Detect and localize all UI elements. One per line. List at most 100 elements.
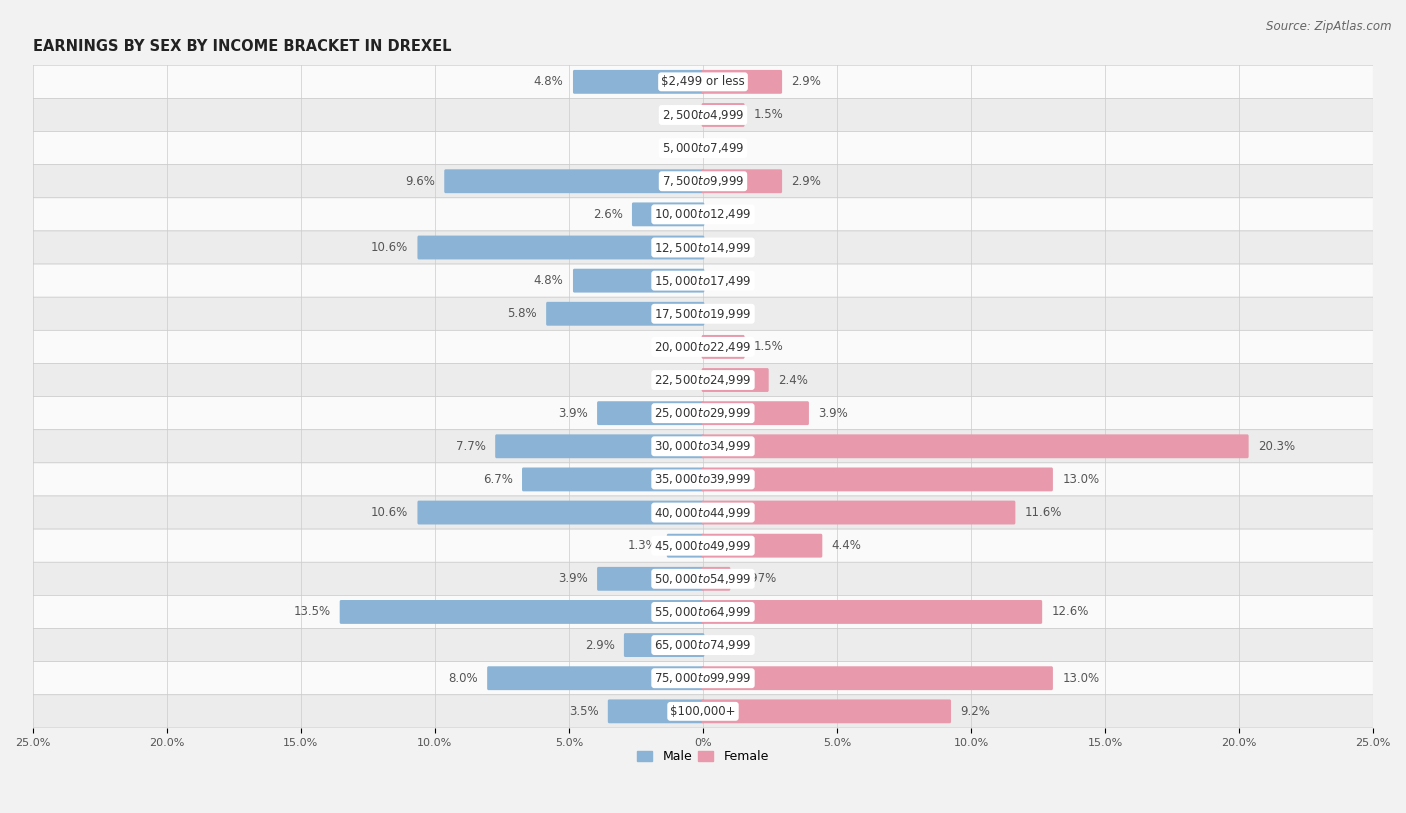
FancyBboxPatch shape [522, 467, 704, 491]
Text: 7.7%: 7.7% [456, 440, 486, 453]
Text: 6.7%: 6.7% [482, 473, 513, 486]
Text: 0.0%: 0.0% [714, 141, 744, 154]
Text: 0.0%: 0.0% [714, 307, 744, 320]
FancyBboxPatch shape [702, 70, 782, 93]
Text: $7,500 to $9,999: $7,500 to $9,999 [662, 174, 744, 189]
FancyBboxPatch shape [32, 132, 1374, 165]
FancyBboxPatch shape [340, 600, 704, 624]
FancyBboxPatch shape [702, 169, 782, 193]
Text: $22,500 to $24,999: $22,500 to $24,999 [654, 373, 752, 387]
Text: 10.6%: 10.6% [371, 506, 408, 519]
Text: 12.6%: 12.6% [1052, 606, 1088, 619]
Text: 9.6%: 9.6% [405, 175, 434, 188]
Text: 0.0%: 0.0% [714, 638, 744, 651]
FancyBboxPatch shape [574, 269, 704, 293]
Text: 3.5%: 3.5% [569, 705, 599, 718]
Text: $17,500 to $19,999: $17,500 to $19,999 [654, 307, 752, 321]
Text: 0.0%: 0.0% [662, 141, 692, 154]
FancyBboxPatch shape [32, 496, 1374, 529]
FancyBboxPatch shape [702, 699, 950, 724]
Text: $35,000 to $39,999: $35,000 to $39,999 [654, 472, 752, 486]
FancyBboxPatch shape [32, 363, 1374, 397]
FancyBboxPatch shape [32, 430, 1374, 463]
Text: 11.6%: 11.6% [1025, 506, 1062, 519]
Text: $25,000 to $29,999: $25,000 to $29,999 [654, 406, 752, 420]
FancyBboxPatch shape [32, 463, 1374, 496]
FancyBboxPatch shape [32, 662, 1374, 695]
Text: 9.2%: 9.2% [960, 705, 990, 718]
Text: 0.0%: 0.0% [714, 241, 744, 254]
FancyBboxPatch shape [702, 368, 769, 392]
Text: 4.8%: 4.8% [534, 76, 564, 89]
FancyBboxPatch shape [702, 402, 808, 425]
Text: 0.0%: 0.0% [662, 341, 692, 354]
FancyBboxPatch shape [624, 633, 704, 657]
FancyBboxPatch shape [702, 335, 745, 359]
Text: $5,000 to $7,499: $5,000 to $7,499 [662, 141, 744, 155]
Text: 4.8%: 4.8% [534, 274, 564, 287]
Text: EARNINGS BY SEX BY INCOME BRACKET IN DREXEL: EARNINGS BY SEX BY INCOME BRACKET IN DRE… [32, 39, 451, 54]
FancyBboxPatch shape [702, 567, 730, 591]
FancyBboxPatch shape [32, 330, 1374, 363]
FancyBboxPatch shape [607, 699, 704, 724]
Text: $50,000 to $54,999: $50,000 to $54,999 [654, 572, 752, 586]
Text: 3.9%: 3.9% [558, 406, 588, 420]
FancyBboxPatch shape [32, 563, 1374, 595]
Text: 2.9%: 2.9% [792, 175, 821, 188]
FancyBboxPatch shape [702, 467, 1053, 491]
Text: $2,499 or less: $2,499 or less [661, 76, 745, 89]
FancyBboxPatch shape [32, 595, 1374, 628]
Text: 20.3%: 20.3% [1258, 440, 1295, 453]
Text: 13.0%: 13.0% [1063, 473, 1099, 486]
Text: 0.0%: 0.0% [662, 108, 692, 121]
FancyBboxPatch shape [32, 231, 1374, 264]
Text: 1.3%: 1.3% [627, 539, 658, 552]
FancyBboxPatch shape [418, 501, 704, 524]
Text: $2,500 to $4,999: $2,500 to $4,999 [662, 108, 744, 122]
FancyBboxPatch shape [702, 501, 1015, 524]
Text: 3.9%: 3.9% [818, 406, 848, 420]
Text: $10,000 to $12,499: $10,000 to $12,499 [654, 207, 752, 221]
FancyBboxPatch shape [32, 165, 1374, 198]
FancyBboxPatch shape [32, 695, 1374, 728]
FancyBboxPatch shape [666, 534, 704, 558]
FancyBboxPatch shape [598, 402, 704, 425]
FancyBboxPatch shape [32, 98, 1374, 132]
FancyBboxPatch shape [702, 667, 1053, 690]
Text: 10.6%: 10.6% [371, 241, 408, 254]
Text: 4.4%: 4.4% [832, 539, 862, 552]
FancyBboxPatch shape [418, 236, 704, 259]
Text: 0.0%: 0.0% [714, 208, 744, 221]
Text: 2.6%: 2.6% [593, 208, 623, 221]
Text: Source: ZipAtlas.com: Source: ZipAtlas.com [1267, 20, 1392, 33]
FancyBboxPatch shape [32, 397, 1374, 430]
Text: $12,500 to $14,999: $12,500 to $14,999 [654, 241, 752, 254]
Text: 2.9%: 2.9% [792, 76, 821, 89]
Text: 13.0%: 13.0% [1063, 672, 1099, 685]
Legend: Male, Female: Male, Female [633, 745, 773, 768]
Text: 1.5%: 1.5% [754, 341, 783, 354]
Text: $20,000 to $22,499: $20,000 to $22,499 [654, 340, 752, 354]
Text: 3.9%: 3.9% [558, 572, 588, 585]
FancyBboxPatch shape [702, 103, 745, 127]
Text: 1.5%: 1.5% [754, 108, 783, 121]
Text: 0.0%: 0.0% [714, 274, 744, 287]
Text: $100,000+: $100,000+ [671, 705, 735, 718]
FancyBboxPatch shape [495, 434, 704, 459]
Text: 8.0%: 8.0% [449, 672, 478, 685]
FancyBboxPatch shape [631, 202, 704, 226]
FancyBboxPatch shape [32, 298, 1374, 330]
FancyBboxPatch shape [32, 264, 1374, 298]
Text: $75,000 to $99,999: $75,000 to $99,999 [654, 672, 752, 685]
FancyBboxPatch shape [486, 667, 704, 690]
Text: $40,000 to $44,999: $40,000 to $44,999 [654, 506, 752, 520]
Text: $55,000 to $64,999: $55,000 to $64,999 [654, 605, 752, 619]
FancyBboxPatch shape [444, 169, 704, 193]
FancyBboxPatch shape [574, 70, 704, 93]
Text: $15,000 to $17,499: $15,000 to $17,499 [654, 274, 752, 288]
Text: $45,000 to $49,999: $45,000 to $49,999 [654, 539, 752, 553]
FancyBboxPatch shape [32, 198, 1374, 231]
Text: 0.0%: 0.0% [662, 373, 692, 386]
Text: 5.8%: 5.8% [508, 307, 537, 320]
Text: 13.5%: 13.5% [294, 606, 330, 619]
